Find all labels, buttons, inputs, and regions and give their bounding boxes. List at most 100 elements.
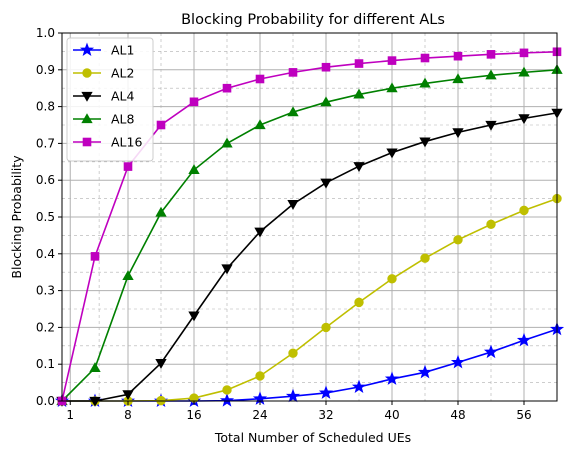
- x-tick-label: 8: [124, 408, 132, 422]
- x-tick-label: 40: [384, 408, 399, 422]
- data-point-marker: [90, 252, 100, 261]
- data-point-marker: [354, 297, 364, 308]
- data-point-marker: [387, 274, 397, 284]
- data-point-marker: [123, 162, 133, 171]
- x-tick-label: 1: [66, 408, 74, 422]
- data-point-marker: [420, 53, 430, 63]
- data-point-marker: [122, 390, 134, 401]
- data-point-marker: [255, 74, 265, 84]
- legend: AL1 AL2 AL4 AL8 AL16: [66, 37, 154, 162]
- data-point-marker: [122, 270, 134, 280]
- data-point-marker: [188, 311, 200, 322]
- y-tick-label: 0.7: [36, 136, 55, 150]
- data-point-marker: [320, 96, 332, 107]
- data-point-marker: [254, 119, 266, 130]
- x-tick-label: 56: [516, 408, 531, 422]
- data-point-marker: [219, 393, 235, 407]
- data-point-marker: [89, 362, 101, 372]
- data-point-marker: [384, 371, 400, 385]
- data-point-marker: [221, 264, 233, 275]
- data-point-marker: [287, 106, 299, 117]
- data-point-marker: [318, 385, 334, 399]
- data-point-marker: [386, 82, 398, 93]
- data-point-marker: [79, 42, 95, 57]
- legend-item-al8: AL8: [73, 112, 135, 127]
- data-point-marker: [321, 322, 331, 333]
- x-tick-label: 32: [318, 408, 333, 422]
- data-point-marker: [288, 348, 298, 358]
- data-point-marker: [222, 83, 232, 93]
- x-tick-label: 24: [252, 408, 267, 422]
- data-point-marker: [156, 120, 166, 130]
- data-point-marker: [419, 137, 431, 148]
- series-line: [62, 197, 558, 402]
- legend-label: AL8: [111, 112, 135, 127]
- data-point-marker: [387, 56, 397, 65]
- y-tick-label: 0.1: [36, 357, 55, 371]
- data-point-marker: [255, 371, 265, 381]
- data-point-marker: [486, 219, 496, 230]
- data-point-marker: [354, 59, 364, 68]
- x-tick-label: 48: [450, 408, 465, 422]
- data-point-marker: [155, 206, 167, 217]
- y-tick-label: 0.3: [36, 284, 55, 298]
- data-point-marker: [320, 178, 332, 189]
- data-point-marker: [450, 354, 466, 369]
- data-point-marker: [288, 68, 298, 77]
- data-point-marker: [519, 48, 529, 58]
- data-point-marker: [82, 68, 92, 78]
- y-tick-label: 0.9: [36, 63, 55, 77]
- data-point-marker: [518, 114, 530, 125]
- data-point-marker: [452, 73, 464, 84]
- legend-label: AL16: [111, 135, 142, 150]
- data-point-marker: [188, 164, 200, 174]
- data-point-marker: [420, 253, 430, 263]
- x-tick-label: 16: [186, 408, 201, 422]
- data-point-marker: [82, 137, 92, 147]
- y-tick-label: 1.0: [36, 26, 55, 40]
- legend-label: AL2: [111, 66, 134, 81]
- series-line: [61, 69, 558, 402]
- y-axis-label: Blocking Probability: [9, 155, 24, 279]
- legend-item-al16: AL16: [73, 135, 142, 150]
- data-point-marker: [518, 66, 530, 77]
- data-point-marker: [353, 88, 365, 99]
- data-point-marker: [285, 388, 301, 403]
- data-point-marker: [189, 97, 199, 107]
- data-point-marker: [254, 227, 266, 238]
- x-axis-label: Total Number of Scheduled UEs: [214, 430, 411, 445]
- y-tick-label: 0.2: [36, 320, 55, 334]
- series-al4: [56, 108, 563, 407]
- data-point-marker: [453, 51, 463, 61]
- data-point-marker: [81, 113, 93, 124]
- data-point-marker: [351, 379, 367, 394]
- data-point-marker: [452, 128, 464, 139]
- series-al2: [57, 193, 562, 406]
- data-point-marker: [89, 396, 101, 407]
- data-point-marker: [155, 358, 167, 369]
- data-point-marker: [485, 120, 497, 131]
- data-point-marker: [419, 77, 431, 88]
- data-point-marker: [453, 235, 463, 245]
- data-point-marker: [516, 332, 532, 347]
- y-tick-label: 0.0: [36, 394, 55, 408]
- data-point-marker: [486, 50, 496, 59]
- data-point-marker: [221, 137, 233, 148]
- data-point-marker: [353, 162, 365, 173]
- legend-item-al2: AL2: [73, 66, 134, 81]
- legend-label: AL4: [111, 89, 135, 104]
- chart-title: Blocking Probability for different ALs: [181, 12, 445, 28]
- data-point-marker: [483, 344, 499, 359]
- data-point-marker: [81, 91, 93, 102]
- data-point-marker: [321, 62, 331, 72]
- data-point-marker: [417, 364, 433, 379]
- data-point-marker: [386, 148, 398, 159]
- y-tick-label: 0.8: [36, 100, 55, 114]
- legend-item-al4: AL4: [73, 89, 135, 104]
- data-point-marker: [287, 200, 299, 210]
- data-point-marker: [485, 69, 497, 80]
- data-point-marker: [222, 385, 232, 395]
- y-tick-label: 0.6: [36, 173, 55, 187]
